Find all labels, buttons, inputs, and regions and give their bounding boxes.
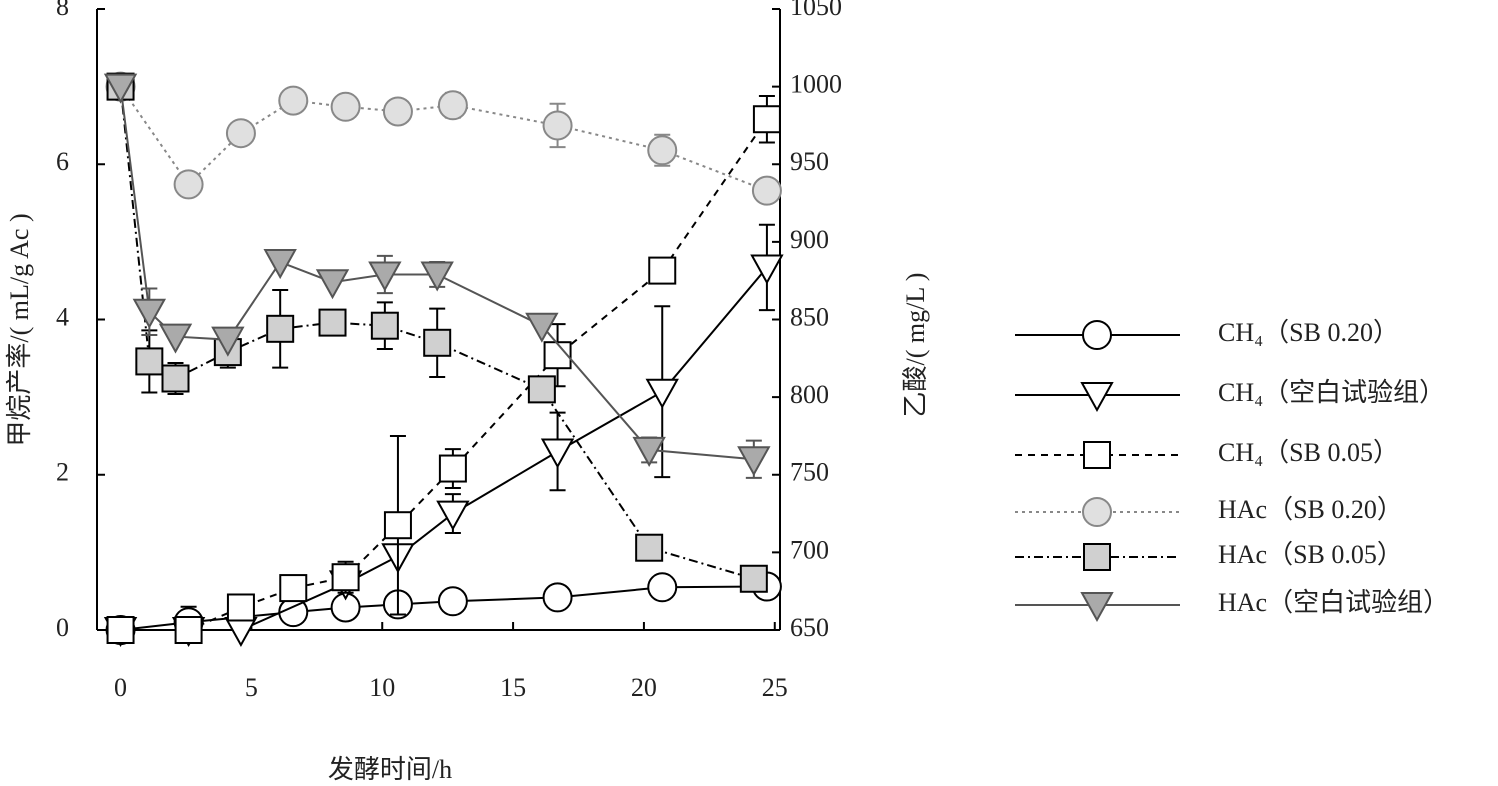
legend-marker: [1082, 320, 1112, 350]
marker: [370, 311, 399, 340]
y2-tick-label: 750: [790, 458, 829, 487]
marker: [106, 616, 135, 644]
marker: [278, 85, 309, 116]
marker: [315, 269, 350, 300]
y2-tick-label: 1050: [790, 0, 842, 21]
marker: [632, 436, 666, 467]
marker: [542, 110, 573, 141]
marker: [174, 616, 203, 644]
legend-marker: [1080, 592, 1114, 623]
marker: [635, 533, 664, 562]
marker: [739, 564, 768, 593]
marker: [751, 175, 782, 206]
marker: [423, 328, 452, 357]
marker: [420, 261, 454, 292]
x-tick-label: 10: [369, 673, 395, 702]
x-axis-label: 发酵时间/h: [328, 755, 452, 784]
legend-label: HAc（空白试验组）: [1218, 588, 1449, 617]
marker: [103, 73, 138, 104]
marker: [226, 593, 255, 622]
legend-label: CH₄（SB 0.20）: [1218, 318, 1399, 347]
y-axis-label: 甲烷产率/( mL/g Ac ): [5, 213, 34, 446]
marker: [540, 438, 575, 469]
x-tick-label: 0: [114, 673, 127, 702]
series-line: [119, 86, 768, 192]
y2-tick-label: 700: [790, 535, 829, 564]
marker: [263, 249, 297, 280]
series-line: [120, 118, 768, 631]
y-tick-label: 2: [56, 458, 69, 487]
marker: [330, 91, 361, 122]
y2-axis-label: 乙酸/( mg/L ): [901, 273, 930, 418]
y2-tick-label: 650: [790, 613, 829, 642]
marker: [132, 298, 167, 329]
y-tick-label: 4: [56, 302, 69, 331]
marker: [383, 511, 412, 540]
marker: [135, 347, 164, 376]
marker: [542, 582, 573, 613]
x-tick-label: 5: [245, 673, 258, 702]
marker: [225, 118, 256, 149]
marker: [436, 500, 470, 531]
marker: [161, 364, 190, 393]
marker: [645, 378, 679, 409]
marker: [173, 169, 204, 200]
marker: [211, 326, 245, 357]
y2-tick-label: 850: [790, 302, 829, 331]
marker: [437, 586, 468, 617]
legend-label: HAc（SB 0.05）: [1218, 540, 1403, 569]
y2-tick-label: 1000: [790, 70, 842, 99]
x-tick-label: 15: [500, 673, 526, 702]
y-tick-label: 0: [56, 613, 69, 642]
marker: [318, 308, 347, 337]
marker: [382, 96, 413, 127]
legend-marker: [1080, 382, 1114, 413]
legend-label: CH₄（空白试验组）: [1218, 378, 1445, 407]
y2-tick-label: 950: [790, 147, 829, 176]
legend-marker: [1083, 441, 1111, 469]
y-tick-label: 8: [56, 0, 69, 21]
marker: [647, 572, 678, 603]
legend-marker: [1083, 543, 1111, 571]
marker: [331, 563, 360, 592]
legend-marker: [1082, 497, 1112, 527]
marker: [647, 135, 678, 166]
x-tick-label: 25: [762, 673, 788, 702]
marker: [368, 261, 402, 292]
marker: [752, 105, 781, 134]
legend-label: HAc（SB 0.20）: [1218, 495, 1403, 524]
marker: [648, 256, 677, 285]
y-tick-label: 6: [56, 147, 69, 176]
marker: [279, 574, 308, 603]
marker: [437, 90, 468, 121]
legend-label: CH₄（SB 0.05）: [1218, 438, 1399, 467]
marker: [438, 454, 467, 483]
marker: [737, 446, 771, 477]
marker: [224, 617, 258, 648]
marker: [750, 254, 784, 285]
marker: [158, 323, 193, 354]
x-tick-label: 20: [631, 673, 657, 702]
marker: [525, 312, 559, 343]
marker: [266, 314, 295, 343]
y2-tick-label: 900: [790, 225, 829, 254]
y2-tick-label: 800: [790, 380, 829, 409]
marker: [527, 375, 556, 404]
